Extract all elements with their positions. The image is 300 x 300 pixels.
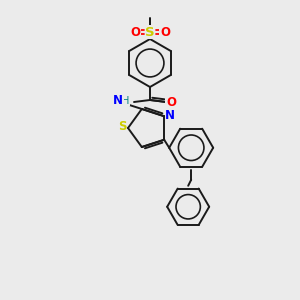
Text: S: S: [145, 26, 155, 38]
Text: H: H: [122, 96, 130, 106]
Text: O: O: [166, 95, 176, 109]
Text: N: N: [165, 109, 175, 122]
Text: O: O: [130, 26, 140, 38]
Text: N: N: [113, 94, 123, 107]
Text: S: S: [118, 121, 126, 134]
Text: O: O: [160, 26, 170, 38]
